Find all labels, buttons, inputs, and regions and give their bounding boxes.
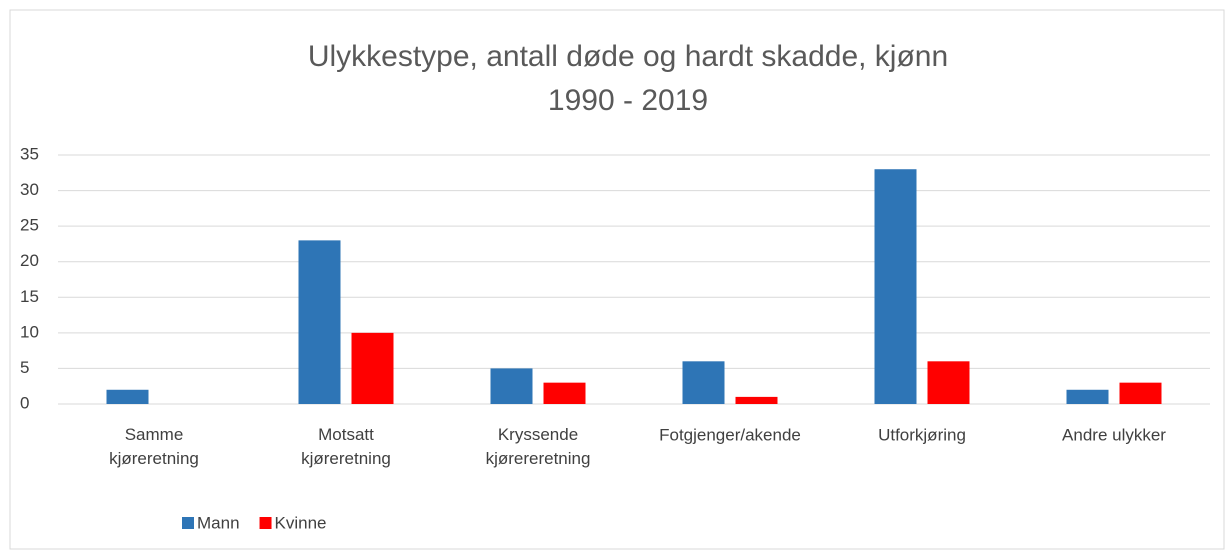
bar [735,396,778,404]
legend-swatch [182,517,194,529]
y-tick-label: 15 [20,287,39,306]
bar [927,361,970,404]
legend-label: Mann [197,513,240,532]
bar [543,382,586,404]
y-tick-label: 35 [20,144,39,163]
bar [298,240,341,404]
chart-subtitle: 1990 - 2019 [548,84,708,117]
bar [106,389,149,404]
bar [1066,389,1109,404]
x-tick-label: Samme kjøreretning [109,425,199,468]
y-tick-label: 5 [20,358,29,377]
x-tick-label: Fotgjenger/akende [659,425,801,444]
x-tick-label: Andre ulykker [1062,425,1166,444]
chart-title: Ulykkestype, antall døde og hardt skadde… [308,40,948,73]
y-tick-label: 20 [20,251,39,270]
x-tick-label: Motsatt kjøreretning [301,425,391,468]
bar [874,169,917,404]
x-tick-label: Kryssende kjørereretning [486,425,591,468]
y-tick-label: 25 [20,216,39,235]
legend-swatch [259,517,272,529]
chart-frame [9,9,1225,550]
bar [490,368,533,404]
y-tick-label: 0 [20,393,29,412]
bar [351,332,394,404]
bar [1119,382,1162,404]
legend-label: Kvinne [275,513,327,532]
x-tick-label: Utforkjøring [878,425,966,444]
y-tick-label: 10 [20,322,39,341]
bar [682,361,725,404]
y-tick-label: 30 [20,180,39,199]
